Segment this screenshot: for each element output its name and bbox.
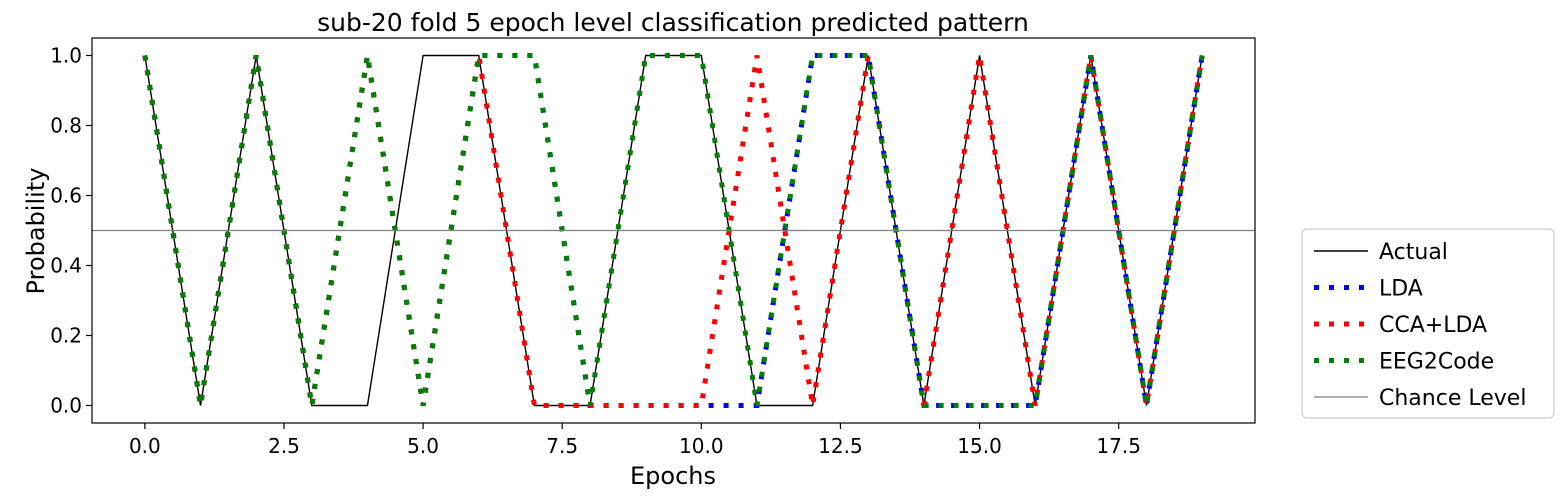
x-tick-label: 2.5 xyxy=(268,434,300,458)
y-tick-label: 1.0 xyxy=(50,44,82,68)
x-tick-label: 15.0 xyxy=(957,434,1002,458)
legend: Actual LDA CCA+LDA EEG2Code Chance Level xyxy=(1301,228,1555,419)
x-axis: 0.0 2.5 5.0 7.5 10.0 12.5 15.0 17.5 xyxy=(129,423,1141,458)
legend-box xyxy=(1301,228,1555,419)
y-tick-label: 0.2 xyxy=(50,324,82,348)
x-tick-label: 5.0 xyxy=(407,434,439,458)
x-tick-label: 0.0 xyxy=(129,434,161,458)
legend-label-lda: LDA xyxy=(1379,277,1423,302)
x-tick-label: 7.5 xyxy=(546,434,578,458)
y-axis-label: Probability xyxy=(22,168,50,295)
x-tick-label: 17.5 xyxy=(1096,434,1141,458)
legend-label-cca-lda: CCA+LDA xyxy=(1379,313,1487,338)
x-axis-label: Epochs xyxy=(630,462,716,490)
plot-layer xyxy=(92,53,1255,408)
plot-frame xyxy=(91,37,1256,424)
x-tick-label: 12.5 xyxy=(818,434,863,458)
chart-title: sub-20 fold 5 epoch level classification… xyxy=(317,8,1029,37)
series-line-actual xyxy=(144,54,1203,407)
y-tick-label: 0.0 xyxy=(50,394,82,418)
y-tick-label: 0.8 xyxy=(50,114,82,138)
legend-label-eeg2code: EEG2Code xyxy=(1379,350,1494,375)
x-tick-label: 10.0 xyxy=(679,434,724,458)
legend-label-chance-level: Chance Level xyxy=(1379,386,1526,411)
legend-label-actual: Actual xyxy=(1379,240,1448,265)
y-axis: 0.0 0.2 0.4 0.6 0.8 1.0 xyxy=(50,44,92,418)
y-tick-label: 0.6 xyxy=(50,184,82,208)
y-tick-label: 0.4 xyxy=(50,254,82,278)
